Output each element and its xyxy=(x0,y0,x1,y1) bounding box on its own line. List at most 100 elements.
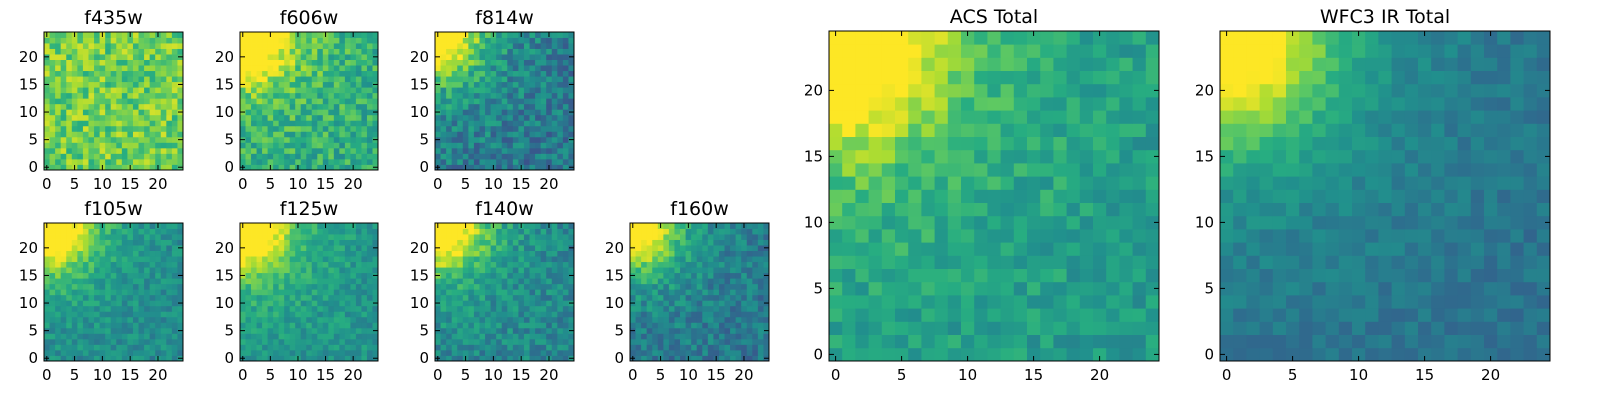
heatmap-cell xyxy=(88,32,95,38)
heatmap-cell xyxy=(166,43,173,49)
heatmap-cell xyxy=(485,311,491,318)
heatmap-cell xyxy=(245,333,252,340)
heatmap-cell xyxy=(987,229,1001,243)
heatmap-cell xyxy=(322,245,329,251)
heatmap-cell xyxy=(295,300,302,307)
heatmap-cell xyxy=(702,250,709,257)
heatmap-cell xyxy=(630,239,636,246)
heatmap-cell xyxy=(702,256,709,263)
heatmap-cell xyxy=(557,158,564,165)
heatmap-cell xyxy=(546,322,553,329)
heatmap-cell xyxy=(339,267,346,274)
heatmap-cell xyxy=(457,272,464,279)
heatmap-cell xyxy=(657,261,664,268)
heatmap-cell xyxy=(529,114,536,121)
heatmap-cell xyxy=(947,149,962,164)
heatmap-cell xyxy=(110,54,117,60)
heatmap-cell xyxy=(446,349,453,356)
heatmap-cell xyxy=(132,103,139,110)
heatmap-cell xyxy=(1145,255,1160,269)
heatmap-cell xyxy=(529,311,536,318)
heatmap-cell xyxy=(344,114,351,121)
heatmap-cell xyxy=(49,283,56,290)
heatmap-cell xyxy=(707,305,714,312)
heatmap-cell xyxy=(724,283,731,290)
heatmap-cell xyxy=(256,289,263,296)
heatmap-cell xyxy=(110,344,117,351)
heatmap-cell xyxy=(317,103,324,110)
heatmap-cell xyxy=(127,234,134,240)
heatmap-cell xyxy=(262,333,268,340)
heatmap-cell xyxy=(149,239,156,246)
heatmap-cell xyxy=(947,163,962,177)
heatmap-cell xyxy=(668,239,675,246)
heatmap-cell xyxy=(55,283,62,290)
heatmap-cell xyxy=(529,37,536,44)
heatmap-cell xyxy=(562,59,569,66)
heatmap-cell xyxy=(49,333,56,340)
heatmap-cell xyxy=(641,333,648,340)
heatmap-cell xyxy=(1132,229,1147,243)
heatmap-cell xyxy=(273,338,280,345)
heatmap-cell xyxy=(273,103,280,110)
heatmap-cell xyxy=(485,267,491,274)
heatmap-cell xyxy=(512,70,519,77)
heatmap-cell xyxy=(557,153,564,160)
heatmap-cell xyxy=(473,131,480,138)
heatmap-cell xyxy=(317,87,324,94)
heatmap-cell xyxy=(44,158,50,165)
heatmap-cell xyxy=(366,322,373,329)
heatmap-cell xyxy=(60,109,67,116)
heatmap-cell xyxy=(306,256,313,263)
y-tick-label: 15 xyxy=(605,266,624,284)
heatmap-cell xyxy=(116,87,123,94)
heatmap-cell xyxy=(501,234,508,240)
heatmap-cell xyxy=(568,267,575,274)
heatmap-cell xyxy=(251,278,257,285)
heatmap-cell xyxy=(71,114,78,121)
x-tick-label: 20 xyxy=(148,366,167,384)
heatmap-cell xyxy=(60,333,67,340)
heatmap-cell xyxy=(446,256,453,263)
heatmap-cell xyxy=(446,125,453,132)
heatmap-cell xyxy=(361,153,368,160)
heatmap-cell xyxy=(641,256,648,263)
heatmap-cell xyxy=(535,76,542,83)
heatmap-cell xyxy=(127,228,134,235)
heatmap-cell xyxy=(635,283,642,290)
heatmap-cell xyxy=(485,114,491,121)
heatmap-cell xyxy=(535,59,542,66)
heatmap-cell xyxy=(507,278,514,285)
heatmap-cell xyxy=(339,261,346,268)
heatmap-cell xyxy=(306,125,313,132)
heatmap-cell xyxy=(127,344,134,351)
heatmap-cell xyxy=(674,349,681,356)
heatmap-cell xyxy=(562,223,569,229)
heatmap-cell xyxy=(457,349,464,356)
heatmap-cell xyxy=(366,158,373,165)
heatmap-cell xyxy=(535,147,542,154)
heatmap-cell xyxy=(724,355,731,362)
heatmap-cell xyxy=(507,234,514,240)
heatmap-cell xyxy=(171,92,178,99)
heatmap-cell xyxy=(300,81,307,88)
heatmap-cell xyxy=(339,109,346,116)
heatmap-cell xyxy=(300,103,307,110)
heatmap-cell xyxy=(77,245,84,251)
heatmap-cell xyxy=(138,283,145,290)
heatmap-cell xyxy=(680,283,686,290)
heatmap-cell xyxy=(317,43,324,49)
heatmap-cell xyxy=(735,272,742,279)
heatmap-cell xyxy=(77,355,84,362)
heatmap-cell xyxy=(462,59,469,66)
heatmap-cell xyxy=(457,76,464,83)
heatmap-cell xyxy=(947,229,962,243)
heatmap-cell xyxy=(635,228,642,235)
heatmap-cell xyxy=(523,344,530,351)
heatmap-cell xyxy=(166,256,173,263)
heatmap-cell xyxy=(306,43,313,49)
heatmap-cell xyxy=(696,355,703,362)
heatmap-cell xyxy=(440,43,447,49)
heatmap-cell xyxy=(49,239,56,246)
heatmap-cell xyxy=(557,87,564,94)
